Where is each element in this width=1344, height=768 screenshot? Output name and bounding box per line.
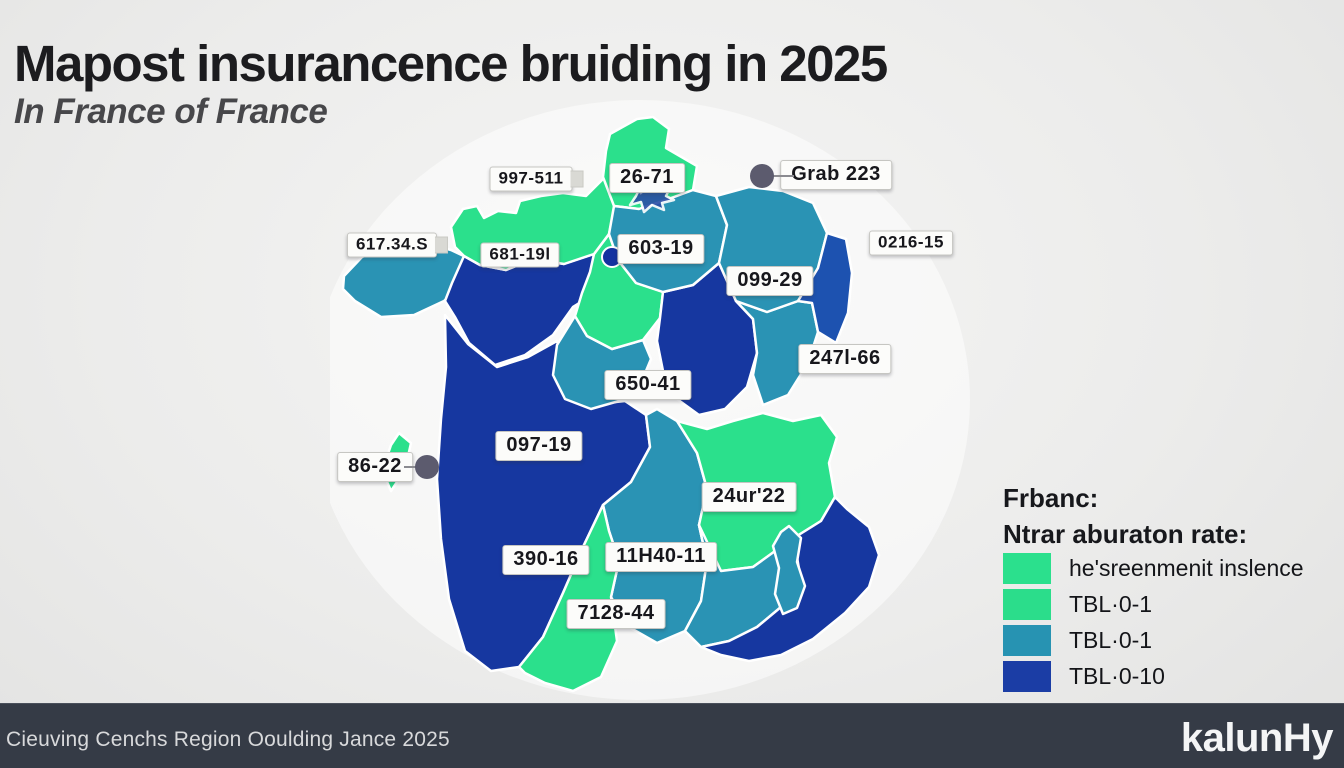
map-label: 617.34.S: [346, 232, 449, 258]
map-label: Grab 223: [780, 160, 892, 190]
map-label: 86-22: [337, 452, 413, 482]
map-label: 11H40-11: [605, 542, 717, 572]
map-label: 0216-15: [869, 230, 953, 256]
callout-dot: [750, 164, 774, 188]
legend-subtitle: Ntrar aburaton rate:: [1003, 518, 1248, 549]
map-label: 681-19l: [480, 242, 560, 268]
map-label: 7128-44: [566, 599, 666, 629]
legend-title: Frbanc:: [1003, 483, 1099, 513]
legend-swatch: [1003, 553, 1051, 585]
legend-swatch: [1003, 661, 1051, 693]
footer-bar: Cieuving Cenchs Region Ooulding Jance 20…: [0, 703, 1344, 768]
callout-line: [404, 466, 417, 468]
map-label: 24ur'22: [701, 482, 797, 512]
map-label: 650-41: [604, 370, 692, 400]
legend-rows: he'sreenmenit inslence TBL·0-1 TBL·0-1 TBL·…: [1003, 553, 1333, 693]
callout-dot: [415, 455, 439, 479]
legend-item: he'sreenmenit inslence: [1003, 553, 1333, 585]
legend: Frbanc: Ntrar aburaton rate: he'sreenmen…: [1003, 483, 1333, 693]
map-label: 390-16: [502, 545, 590, 575]
region-corsica-island: [771, 524, 807, 616]
legend-swatch: [1003, 589, 1051, 621]
page-title: Mapost insurancence bruiding in 2025: [14, 35, 888, 92]
region-south-green: [517, 503, 621, 693]
legend-item-label: he'sreenmenit inslence: [1069, 555, 1304, 582]
callout-line: [773, 175, 794, 177]
legend-item: TBL·0-1: [1003, 589, 1333, 621]
map-label: 603-19: [617, 234, 705, 264]
map-label: 099-29: [726, 266, 814, 296]
map-label: 26-71: [609, 163, 685, 193]
footer-caption: Cieuving Cenchs Region Ooulding Jance 20…: [6, 728, 450, 751]
map-label: 097-19: [495, 431, 583, 461]
legend-item: TBL·0-10: [1003, 661, 1333, 693]
legend-item: TBL·0-1: [1003, 625, 1333, 657]
legend-item-label: TBL·0-1: [1069, 627, 1153, 654]
map-label: 247l-66: [798, 344, 892, 374]
legend-item-label: TBL·0-10: [1069, 663, 1165, 690]
page-subtitle: In France of France: [14, 92, 328, 131]
brand-logo: kalunHy: [1180, 716, 1334, 760]
legend-swatch: [1003, 625, 1051, 657]
map-label: 997-511: [489, 166, 584, 192]
legend-item-label: TBL·0-1: [1069, 591, 1153, 618]
